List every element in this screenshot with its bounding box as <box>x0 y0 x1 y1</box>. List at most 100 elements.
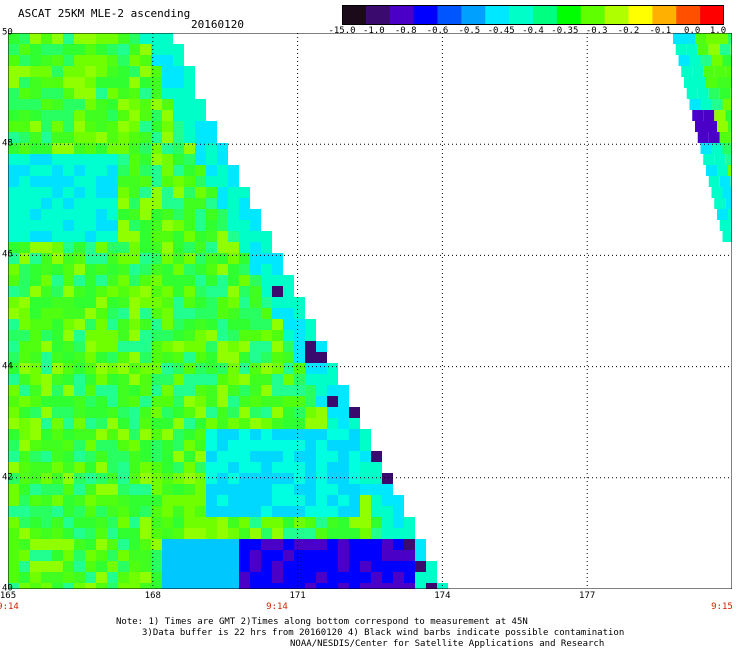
swath-cell <box>206 352 217 363</box>
map-title: ASCAT 25KM MLE-2 ascending <box>18 7 191 20</box>
swath-cell <box>151 253 162 264</box>
swath-cell <box>195 154 206 165</box>
swath-cell <box>371 484 382 495</box>
swath-cell <box>722 55 732 66</box>
swath-cell <box>184 429 195 440</box>
swath-cell <box>151 528 162 539</box>
swath-cell <box>162 396 173 407</box>
swath-cell <box>184 363 195 374</box>
swath-cell <box>74 528 85 539</box>
swath-cell <box>714 110 726 121</box>
swath-cell <box>96 561 107 572</box>
swath-cell <box>162 77 173 88</box>
swath-cell <box>184 451 195 462</box>
swath-cell <box>717 209 728 220</box>
swath-cell <box>360 550 371 561</box>
swath-cell <box>41 572 52 583</box>
swath-cell <box>162 506 173 517</box>
swath-cell <box>52 308 63 319</box>
swath-cell <box>74 561 85 572</box>
swath-cell <box>173 143 184 154</box>
swath-cell <box>327 495 338 506</box>
swath-cell <box>96 44 107 55</box>
swath-cell <box>151 308 162 319</box>
swath-cell <box>239 242 250 253</box>
swath-cell <box>151 583 162 589</box>
swath-cell <box>195 165 206 176</box>
swath-cell <box>8 198 19 209</box>
swath-cell <box>41 308 52 319</box>
swath-cell <box>8 506 19 517</box>
swath-cell <box>74 99 85 110</box>
swath-cell <box>85 55 96 66</box>
swath-cell <box>404 517 415 528</box>
swath-cell <box>63 220 74 231</box>
swath-cell <box>217 176 228 187</box>
swath-cell <box>217 429 228 440</box>
swath-cell <box>151 495 162 506</box>
swath-cell <box>327 506 338 517</box>
swath-cell <box>719 44 731 55</box>
swath-cell <box>140 33 151 44</box>
swath-cell <box>195 363 206 374</box>
swath-cell <box>283 517 294 528</box>
swath-cell <box>19 473 30 484</box>
swath-cell <box>371 506 382 517</box>
lat-label: 50 <box>2 27 13 38</box>
swath-cell <box>305 385 316 396</box>
swath-cell <box>74 396 85 407</box>
swath-cell <box>107 231 118 242</box>
swath-cell <box>8 363 19 374</box>
swath-cell <box>8 88 19 99</box>
swath-cell <box>162 451 173 462</box>
swath-cell <box>19 88 30 99</box>
swath-cell <box>228 539 239 550</box>
swath-cell <box>19 330 30 341</box>
swath-cell <box>19 418 30 429</box>
swath-cell <box>30 352 41 363</box>
swath-cell <box>250 275 261 286</box>
swath-cell <box>250 308 261 319</box>
swath-cell <box>173 396 184 407</box>
swath-cell <box>140 297 151 308</box>
swath-cell <box>63 319 74 330</box>
swath-cell <box>239 341 250 352</box>
swath-cell <box>140 385 151 396</box>
swath-cell <box>228 572 239 583</box>
swath-cell <box>151 44 162 55</box>
swath-cell <box>140 341 151 352</box>
swath-cell <box>30 209 41 220</box>
swath-cell <box>206 528 217 539</box>
swath-cell <box>52 550 63 561</box>
swath-cell <box>228 176 239 187</box>
swath-cell <box>228 484 239 495</box>
swath-cell <box>8 308 19 319</box>
swath-cell <box>74 110 85 121</box>
swath-cell <box>140 77 151 88</box>
swath-cell <box>239 407 250 418</box>
swath-cell <box>52 275 63 286</box>
swath-cell <box>63 121 74 132</box>
swath-cell <box>239 495 250 506</box>
swath-cell <box>63 418 74 429</box>
swath-cell <box>360 451 371 462</box>
swath-cell <box>173 187 184 198</box>
swath-cell <box>692 110 704 121</box>
swath-cell <box>206 517 217 528</box>
swath-cell <box>151 517 162 528</box>
swath-cell <box>96 363 107 374</box>
swath-cell <box>689 99 701 110</box>
swath-cell <box>316 363 327 374</box>
swath-cell <box>327 407 338 418</box>
swath-cell <box>294 572 305 583</box>
swath-cell <box>294 539 305 550</box>
swath-cell <box>52 363 63 374</box>
swath-map <box>8 33 732 589</box>
swath-cell <box>349 495 360 506</box>
swath-cell <box>327 572 338 583</box>
swath-cell <box>74 550 85 561</box>
swath-cell <box>19 143 30 154</box>
swath-cell <box>162 231 173 242</box>
swath-cell <box>162 176 173 187</box>
swath-cell <box>74 374 85 385</box>
